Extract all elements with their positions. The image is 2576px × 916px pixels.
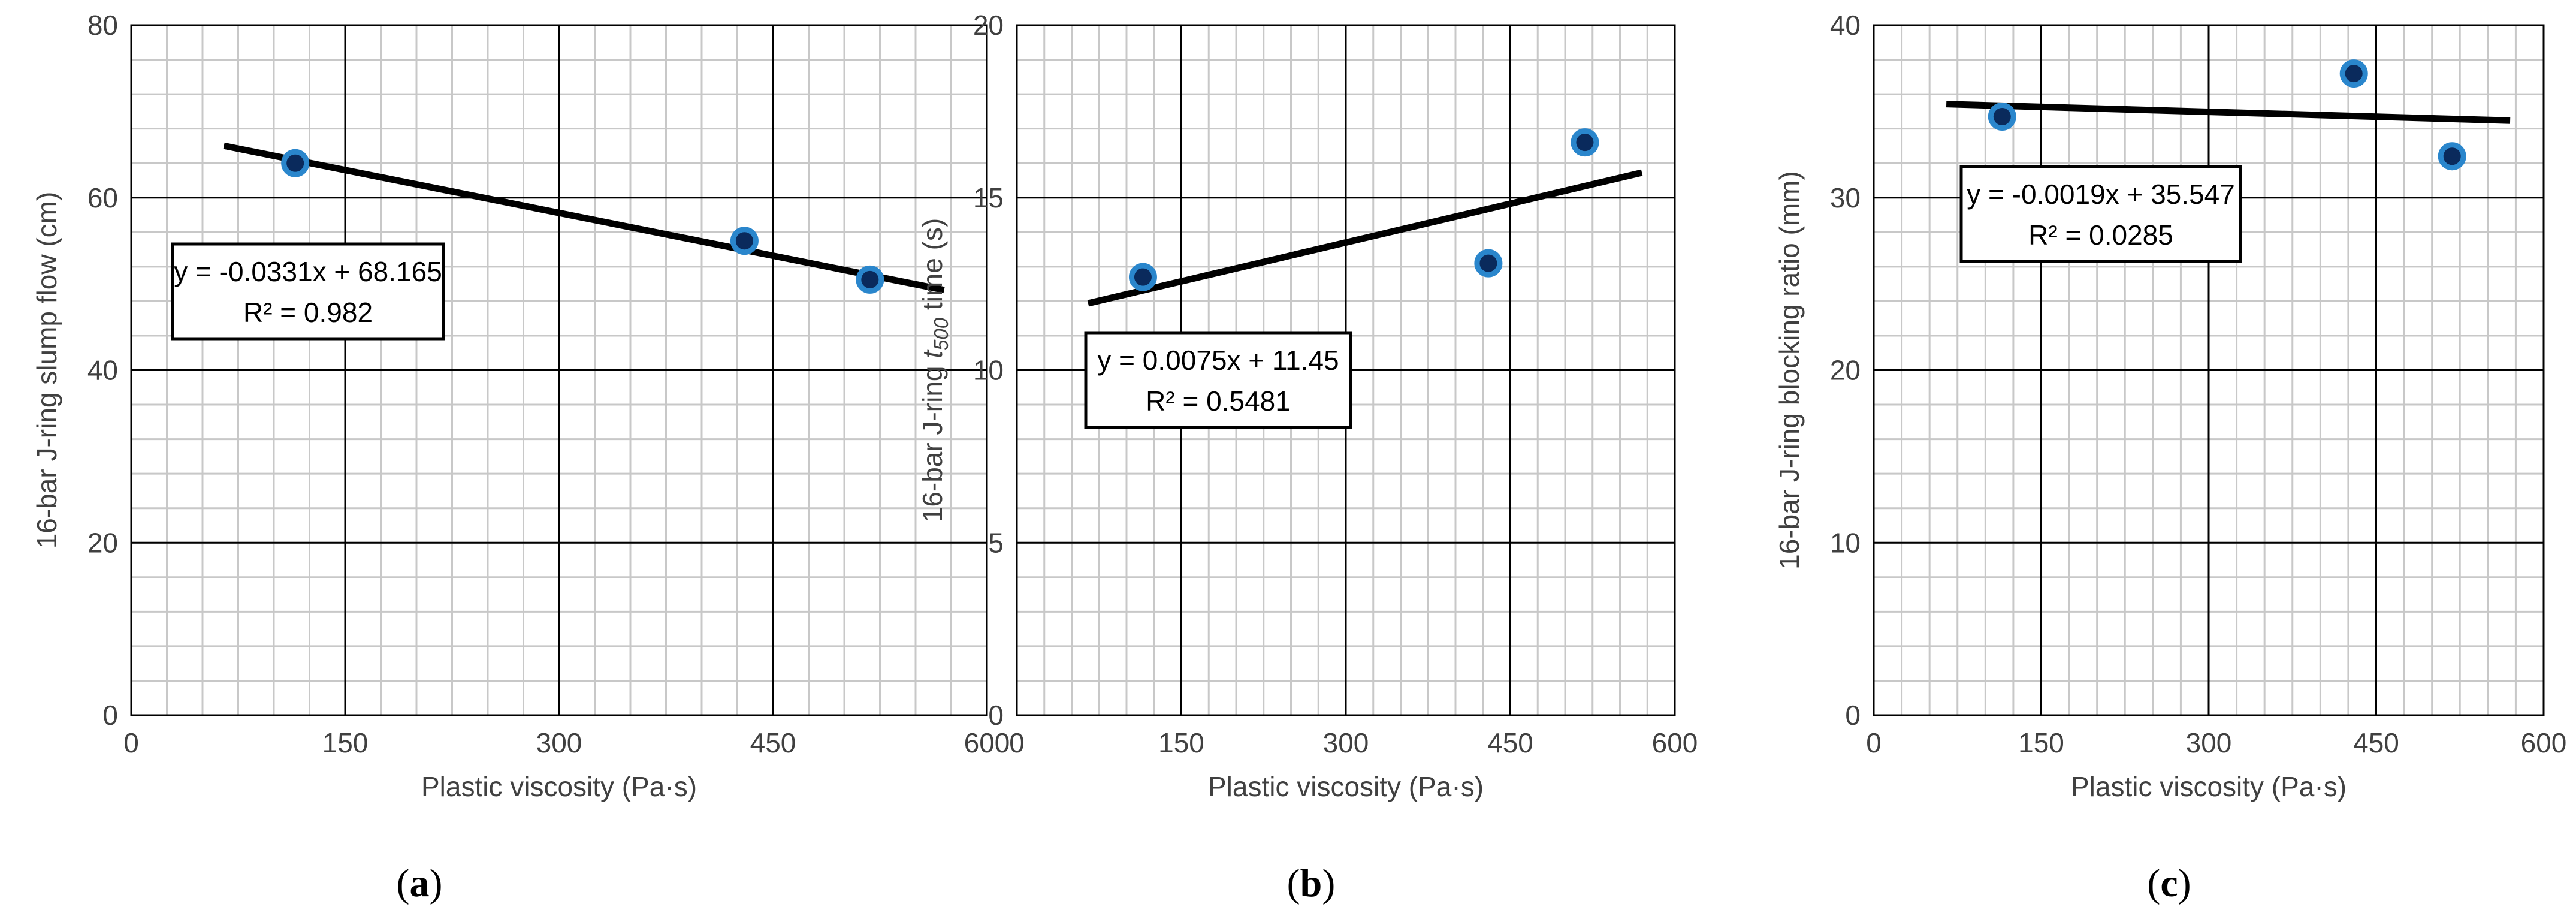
y-axis-title: 16-bar J-ring t500 time (s): [917, 218, 952, 523]
y-tick-label: 60: [87, 182, 118, 213]
x-tick-label: 150: [322, 727, 369, 758]
x-tick-label: 450: [750, 727, 796, 758]
y-tick-label: 10: [973, 355, 1004, 386]
equation-box: [171, 242, 445, 341]
y-tick-label: 5: [988, 527, 1004, 558]
x-tick-label: 300: [2186, 727, 2232, 758]
x-tick-label: 450: [1487, 727, 1533, 758]
plot-border: [1016, 24, 1676, 716]
x-tick-label: 450: [2353, 727, 2399, 758]
x-axis-title: Plastic viscosity (Pa·s): [1208, 771, 1484, 802]
panel-label: (c): [2147, 861, 2191, 905]
x-tick-label: 150: [2018, 727, 2064, 758]
r-squared-value: R² = 0.0285: [2028, 219, 2173, 251]
y-tick-label: 15: [973, 182, 1004, 213]
y-tick-label: 20: [1830, 355, 1861, 386]
x-tick-label: 0: [1009, 727, 1025, 758]
data-point: [1474, 249, 1503, 278]
data-point: [2339, 59, 2368, 88]
y-tick-label: 0: [1845, 700, 1861, 731]
data-point: [2438, 142, 2466, 171]
y-axis-title: 16-bar J-ring blocking ratio (mm): [1774, 171, 1805, 570]
x-tick-label: 600: [964, 727, 1010, 758]
r-squared-value: R² = 0.982: [243, 297, 373, 328]
y-tick-label: 80: [87, 10, 118, 41]
data-point: [1571, 128, 1599, 157]
panel-label: (a): [397, 861, 443, 905]
y-tick-label: 0: [102, 700, 118, 731]
y-tick-label: 0: [988, 700, 1004, 731]
y-tick-label: 10: [1830, 527, 1861, 558]
y-tick-label: 40: [1830, 10, 1861, 41]
x-tick-label: 300: [1323, 727, 1369, 758]
trendline-equation: y = -0.0019x + 35.547: [1967, 179, 2235, 210]
data-point: [1988, 103, 2016, 131]
x-tick-label: 300: [536, 727, 582, 758]
trendline: [1087, 169, 1643, 307]
plot-border: [1873, 24, 2545, 716]
panel-label: (b): [1287, 861, 1336, 905]
y-tick-label: 20: [87, 527, 118, 558]
data-point: [1128, 263, 1157, 291]
y-tick-label: 40: [87, 355, 118, 386]
y-axis-title: 16-bar J-ring slump flow (cm): [31, 192, 62, 549]
r-squared-value: R² = 0.5481: [1146, 385, 1291, 417]
trendline-equation: y = 0.0075x + 11.45: [1097, 345, 1339, 376]
x-tick-label: 0: [123, 727, 139, 758]
data-point: [281, 149, 310, 177]
x-tick-label: 600: [2521, 727, 2567, 758]
x-tick-label: 0: [1866, 727, 1882, 758]
plot-border: [130, 24, 988, 716]
trendline-equation: y = -0.0331x + 68.165: [174, 256, 442, 287]
data-point: [730, 227, 759, 255]
x-axis-title: Plastic viscosity (Pa·s): [2071, 771, 2347, 802]
x-axis-title: Plastic viscosity (Pa·s): [421, 771, 697, 802]
trendline: [1946, 101, 2511, 124]
x-tick-label: 600: [1652, 727, 1698, 758]
y-tick-label: 30: [1830, 182, 1861, 213]
data-point: [856, 265, 884, 294]
chart-panel-c: 0 150 300 450 600 0 10 20 30 40 Plastic viscosity …: [1774, 10, 2566, 905]
equation-box: [1959, 165, 2242, 263]
trendline: [223, 142, 945, 294]
equation-box: [1084, 331, 1352, 429]
y-tick-label: 20: [973, 10, 1004, 41]
x-tick-label: 150: [1158, 727, 1204, 758]
